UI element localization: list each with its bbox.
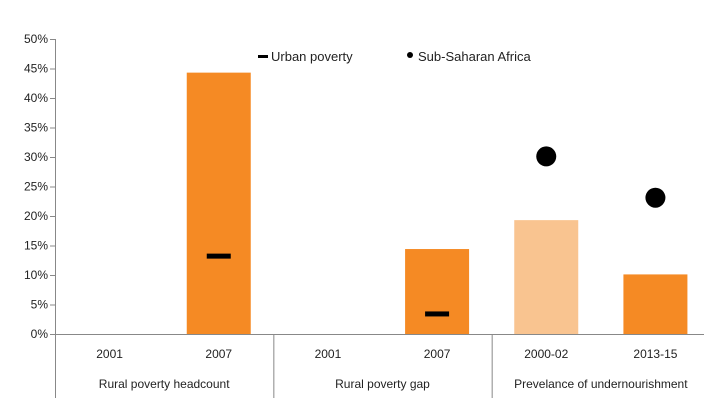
urban-poverty-marker	[206, 253, 231, 259]
y-tick-label: 25%	[24, 180, 48, 194]
y-tick-label: 30%	[24, 150, 48, 164]
category-label: 2000-02	[524, 347, 568, 361]
y-tick-label: 50%	[24, 32, 48, 46]
category-label: 2001	[96, 347, 123, 361]
sub-saharan-africa-marker	[536, 146, 557, 167]
urban-poverty-marker	[425, 311, 450, 317]
sub-saharan-africa-marker	[645, 187, 666, 208]
bar	[405, 249, 470, 334]
y-tick-label: 20%	[24, 209, 48, 223]
legend-urban-swatch	[258, 55, 268, 58]
y-tick-label: 45%	[24, 62, 48, 76]
labels-layer: 0% 5% 10% 15% 20% 25% 30% 35% 40% 45% 50% 2001 2007 2…	[24, 32, 688, 391]
legend-urban-label: Urban poverty	[271, 49, 353, 64]
bar	[186, 72, 251, 334]
y-tick-label: 5%	[31, 298, 49, 312]
group-label: Rural poverty headcount	[99, 377, 230, 391]
y-tick-label: 35%	[24, 121, 48, 135]
bar	[514, 220, 579, 334]
markers-layer	[206, 146, 666, 317]
y-tick-label: 15%	[24, 239, 48, 253]
y-tick-label: 40%	[24, 91, 48, 105]
group-label: Prevelance of undernourishment	[514, 377, 688, 391]
category-label: 2013-15	[633, 347, 677, 361]
legend: Urban poverty Sub-Saharan Africa	[258, 49, 532, 64]
legend-ssa-swatch	[407, 52, 413, 58]
bars-layer	[186, 72, 688, 334]
group-label: Rural poverty gap	[335, 377, 430, 391]
y-tick-label: 0%	[31, 327, 49, 341]
category-label: 2007	[424, 347, 451, 361]
axis-layer	[50, 39, 704, 398]
legend-ssa-label: Sub-Saharan Africa	[418, 49, 532, 64]
y-tick-label: 10%	[24, 268, 48, 282]
category-label: 2007	[205, 347, 232, 361]
category-label: 2001	[315, 347, 342, 361]
bar	[623, 274, 688, 334]
